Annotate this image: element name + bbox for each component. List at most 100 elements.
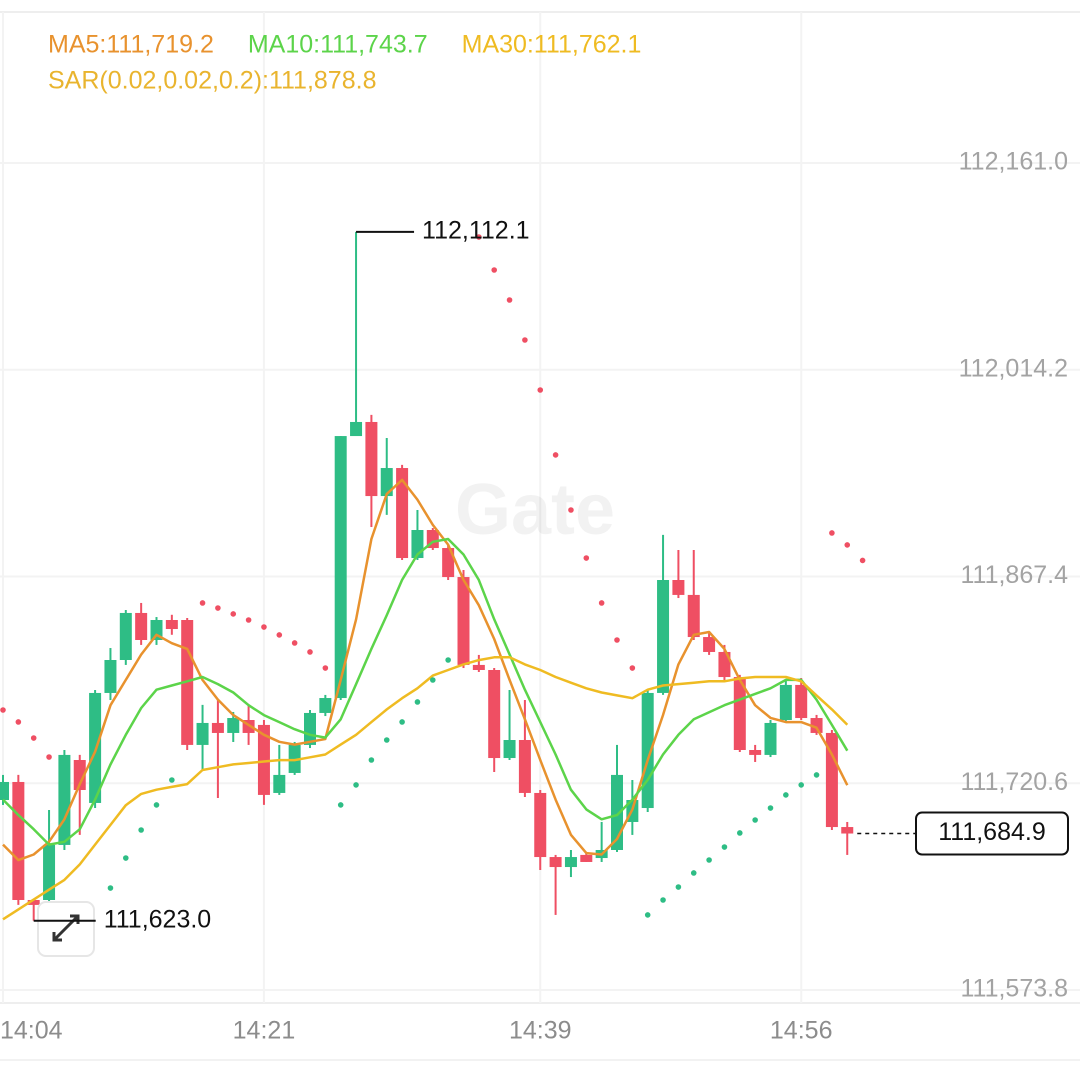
sar-dot (138, 827, 144, 833)
sar-dot (506, 297, 513, 303)
overlay: 111,573.8 111,720.6 111,867.4 112,014.2 112,… (0, 31, 1069, 1045)
sar-dot (537, 387, 544, 393)
ma-line (2, 656, 849, 921)
candle-body (703, 637, 716, 652)
sar-dot (307, 649, 313, 655)
x-tick-label: 14:04 (0, 1017, 63, 1045)
sar-dot (291, 640, 298, 646)
candle-body (196, 722, 209, 745)
sar-dot (30, 735, 37, 741)
candle-body (657, 580, 670, 693)
sar-dot (107, 885, 114, 891)
sar-dot (215, 605, 221, 611)
sar-dot (583, 555, 590, 561)
sar-dot (414, 699, 421, 705)
candle-body (0, 781, 9, 800)
grid (0, 12, 1080, 1003)
candle-body (503, 740, 516, 759)
sar-dot (675, 884, 682, 890)
candle-body (825, 732, 838, 828)
candle-body (457, 577, 470, 665)
sar-dot (614, 637, 620, 643)
candle-body (334, 436, 347, 699)
sar-dot (399, 719, 405, 725)
candle-body (764, 722, 777, 755)
candle-body (472, 664, 485, 670)
high-label: 112,112.1 (422, 216, 530, 244)
ma-line (2, 537, 849, 846)
candle-body (564, 857, 577, 868)
x-tick-label: 14:56 (770, 1017, 833, 1045)
sar-dot (522, 337, 528, 343)
x-tick-label: 14:21 (233, 1017, 296, 1045)
candle-body (150, 620, 163, 640)
sar-dot (46, 754, 52, 760)
candle-body (841, 827, 854, 834)
candle-body (119, 612, 132, 660)
legend-entry: MA30:111,762.1 (462, 31, 642, 59)
sar-dot (322, 665, 329, 671)
candle-body (73, 760, 86, 790)
candle-body (779, 684, 792, 720)
sar-dot (783, 792, 789, 798)
sar-dot (261, 624, 267, 630)
candle-body (257, 724, 270, 795)
candle-body (319, 698, 332, 713)
sar-dot (844, 542, 851, 548)
sar-dot (737, 830, 743, 836)
sar-dot (430, 677, 436, 683)
watermark: Gate (455, 470, 615, 550)
candle-body (12, 781, 25, 900)
y-tick-label: 111,720.6 (960, 768, 1068, 796)
candle-body (549, 857, 562, 868)
sar-dot (368, 757, 375, 763)
sar-dot (829, 530, 835, 536)
candle-body (365, 421, 378, 497)
candle-body (810, 718, 823, 733)
sar-dot (476, 234, 482, 240)
sar-dot (706, 857, 712, 863)
candle-body (135, 612, 148, 640)
sar-dot (721, 844, 728, 850)
candle-body (749, 750, 762, 755)
candle-body (518, 740, 531, 793)
sar-dot (230, 611, 237, 617)
sar-dot (598, 600, 605, 606)
sar-dot (690, 870, 697, 876)
candle-body (641, 692, 654, 809)
plot (0, 231, 866, 921)
sar-dot (629, 665, 636, 671)
candle-body (396, 468, 409, 559)
candle-body (534, 792, 547, 858)
zoom-button[interactable] (37, 901, 95, 957)
sar-dot (337, 802, 344, 808)
y-tick-label: 111,573.8 (960, 975, 1068, 1003)
candle-body (687, 594, 700, 638)
candle-body (304, 712, 316, 745)
candle-body (580, 854, 593, 862)
sar-dot (767, 805, 774, 811)
y-tick-label: 112,161.0 (959, 148, 1068, 176)
candle-body (718, 651, 731, 678)
sar-dot (752, 817, 758, 823)
sar-dot (123, 855, 129, 861)
sar-dot (199, 600, 206, 606)
candle-body (488, 670, 501, 759)
sar-dot (383, 737, 390, 743)
legend-entry: MA10:111,743.7 (248, 31, 428, 59)
sar-dot (353, 782, 359, 788)
y-tick-label: 112,014.2 (959, 354, 1068, 382)
candle-body (165, 620, 178, 630)
candle-body (43, 844, 56, 900)
sar-dot (276, 632, 283, 638)
candle-body (733, 677, 746, 750)
candle-body (27, 900, 40, 905)
sar-dot (0, 707, 6, 713)
last-price-label: 111,684.9 (938, 818, 1046, 846)
sar-dot (15, 719, 22, 725)
candle-body (380, 468, 393, 497)
legend-entry: SAR(0.02,0.02,0.2):111,878.8 (48, 67, 376, 95)
sar-dot (153, 802, 160, 808)
candle-body (795, 684, 808, 719)
